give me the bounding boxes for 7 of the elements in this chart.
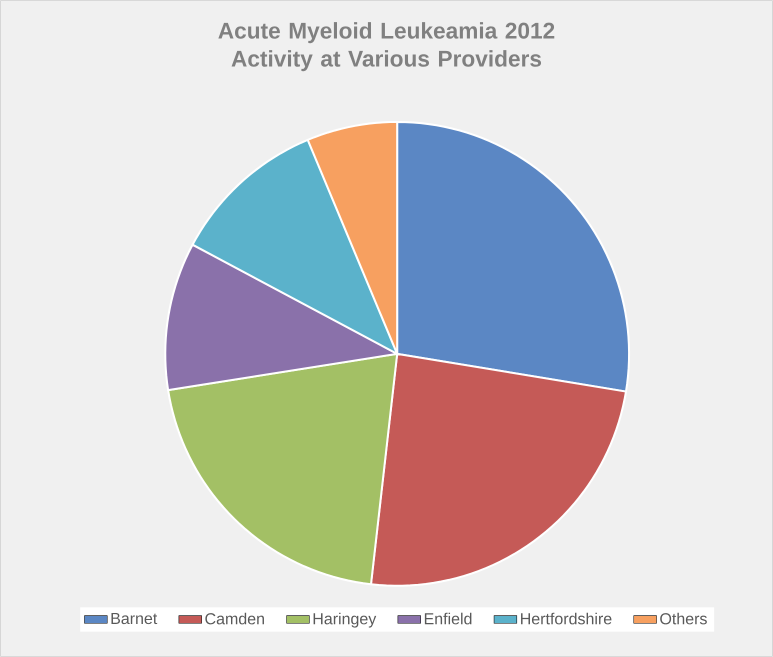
legend-label: Hertfordshire bbox=[521, 612, 612, 624]
legend-label: Others bbox=[660, 612, 707, 624]
legend-label: Haringey bbox=[314, 612, 376, 628]
legend-label: Enfield bbox=[424, 612, 472, 624]
chart-title: Acute Myeloid Leukeamia 2012 Activity at Various Providers bbox=[218, 22, 554, 72]
legend-label: Barnet bbox=[111, 612, 158, 624]
legend-label: Camden bbox=[205, 612, 264, 624]
